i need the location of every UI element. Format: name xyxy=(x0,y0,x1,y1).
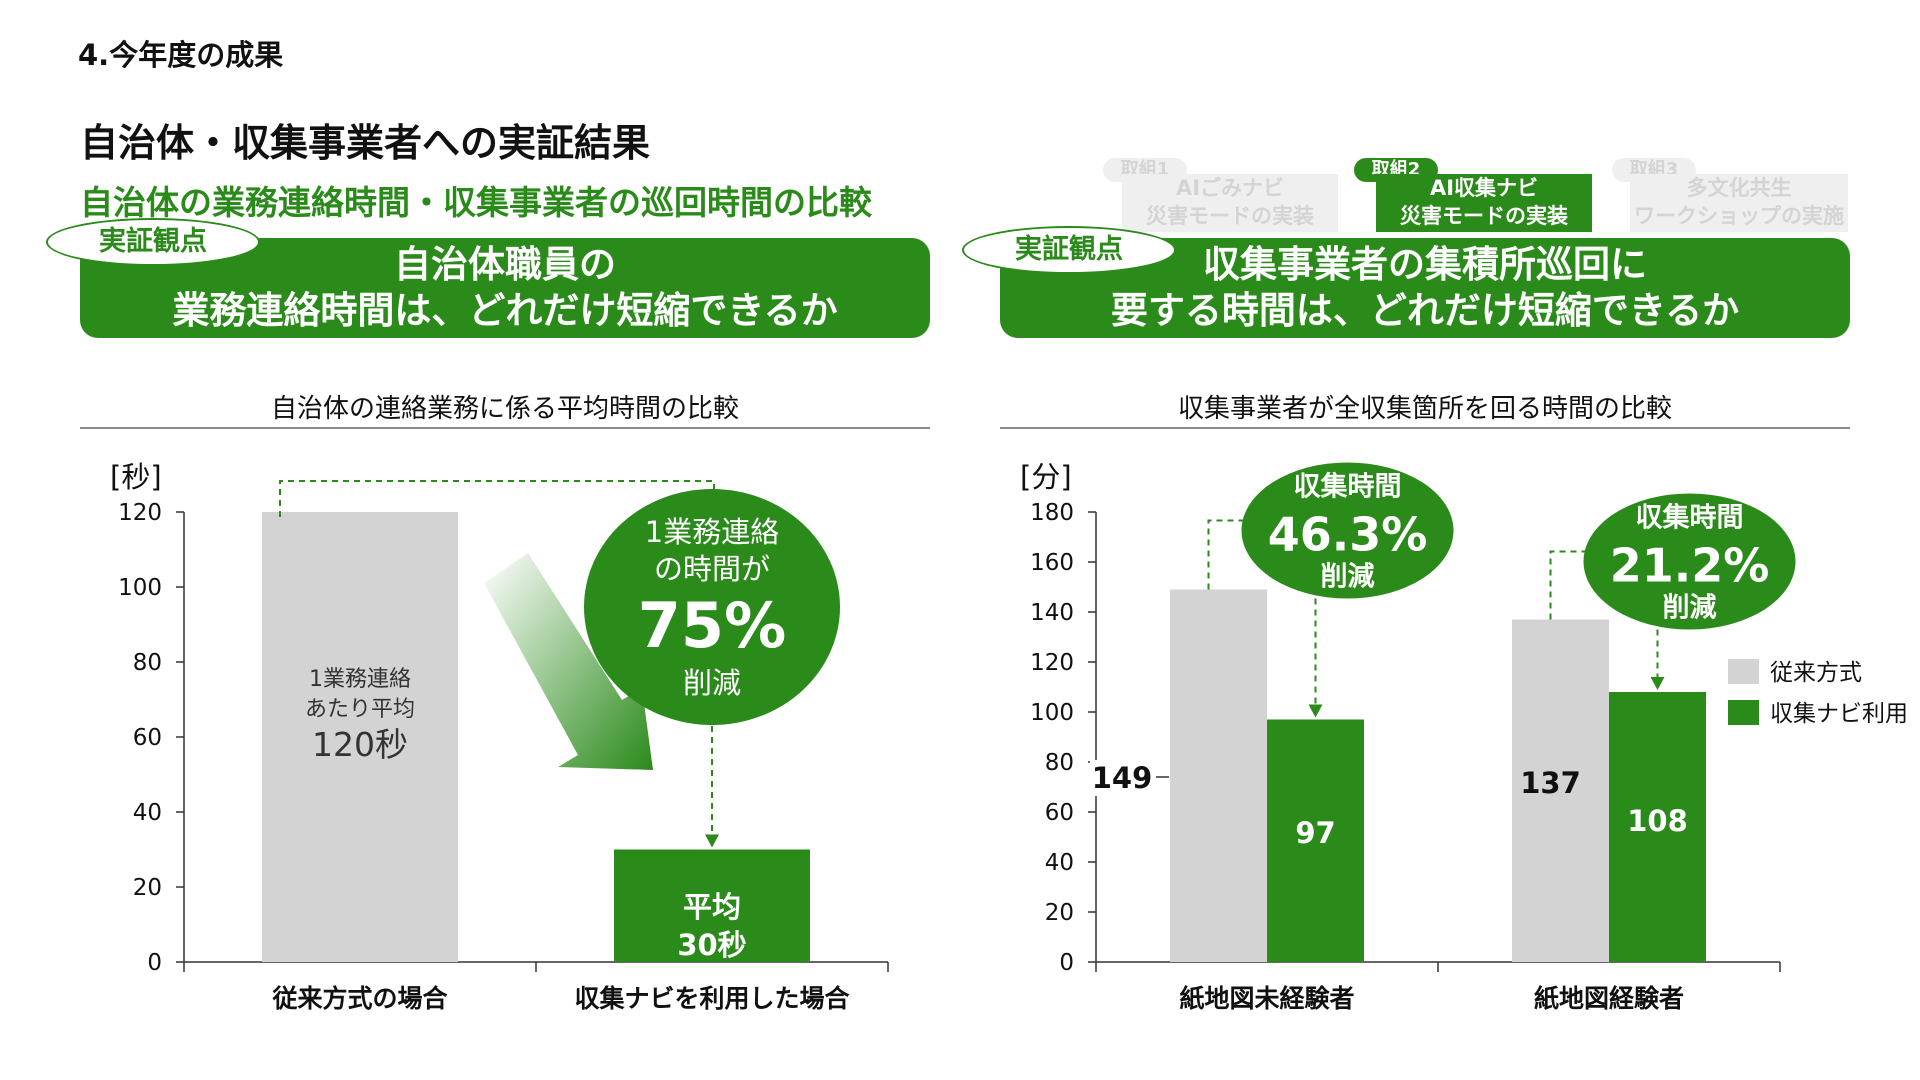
left-bar xyxy=(614,849,810,962)
left-callout-text: 削減 xyxy=(683,666,741,700)
left-bar xyxy=(262,512,458,962)
left-y-tick-label: 20 xyxy=(133,875,162,901)
left-banner-tag: 実証観点 xyxy=(46,218,260,266)
step-1-line1: AIごみナビ xyxy=(1175,176,1285,200)
right-callout-text: 削減 xyxy=(1321,562,1375,593)
page-title: 自治体・収集事業者への実証結果 xyxy=(80,121,651,165)
right-bar-chart: [分] 0 20 40 60 80 100 120 140 160 180 紙地図未経験者 149 97 収… xyxy=(1020,460,1908,1013)
left-callout-pointer-head xyxy=(705,834,719,848)
right-bar-navi xyxy=(1267,719,1364,962)
right-callout-pointer-head xyxy=(1308,704,1323,718)
left-bar-label: 1業務連絡 xyxy=(309,667,411,692)
legend-swatch xyxy=(1728,659,1759,684)
step-1-box: AIごみナビ 災害モードの実装 xyxy=(1122,174,1338,232)
right-callout-text: 削減 xyxy=(1663,593,1717,624)
left-bar-label: 平均 xyxy=(683,890,741,924)
right-chart-title: 収集事業者が全収集箇所を回る時間の比較 xyxy=(1177,394,1672,424)
left-callout-connector xyxy=(279,480,715,517)
right-y-tick-label: 100 xyxy=(1030,700,1074,726)
right-value-label: 108 xyxy=(1627,804,1688,838)
left-bar-chart: [秒] 0 20 40 60 80 100 120 従来方式の場合 収集ナビを利用した場合 1業務連… xyxy=(110,460,889,1013)
left-y-tick-label: 80 xyxy=(133,650,162,676)
decrease-arrow xyxy=(484,553,653,770)
left-bar-label: 30秒 xyxy=(677,928,746,962)
right-bar-conventional xyxy=(1512,619,1609,962)
right-callout-connector xyxy=(1207,519,1244,590)
right-y-tick-label: 0 xyxy=(1059,950,1074,976)
step-1-line2: 災害モードの実装 xyxy=(1146,204,1314,228)
right-callout-text: 収集時間 xyxy=(1294,471,1402,503)
step-2-line2: 災害モードの実装 xyxy=(1400,204,1568,228)
left-callout-circle xyxy=(584,489,840,725)
right-callout-circle xyxy=(1583,493,1796,630)
right-y-tick-label: 180 xyxy=(1030,500,1074,526)
left-chart-rule xyxy=(80,427,930,429)
right-bar-conventional xyxy=(1170,589,1267,962)
left-banner-line1: 自治体職員の xyxy=(394,243,616,286)
page-subtitle: 自治体の業務連絡時間・収集事業者の巡回時間の比較 xyxy=(80,183,872,222)
right-callout-connector xyxy=(1549,550,1586,620)
legend-swatch xyxy=(1728,700,1759,725)
left-bar-label: あたり平均 xyxy=(305,697,415,722)
left-callout-text: の時間が xyxy=(654,552,770,586)
left-callout-text: 1業務連絡 xyxy=(645,515,779,549)
left-banner: 自治体職員の 業務連絡時間は、どれだけ短縮できるか xyxy=(80,238,930,338)
right-chart-rule xyxy=(1000,427,1850,429)
right-value-label: 97 xyxy=(1295,816,1335,850)
right-y-tick-label: 160 xyxy=(1030,550,1074,576)
left-callout-value: 75% xyxy=(638,589,786,662)
right-y-tick-label: 140 xyxy=(1030,600,1074,626)
left-chart-title: 自治体の連絡業務に係る平均時間の比較 xyxy=(270,394,739,424)
right-x-category-label: 紙地図未経験者 xyxy=(1179,984,1354,1013)
left-bar-label: 120秒 xyxy=(312,725,408,764)
right-value-label: 137 xyxy=(1520,766,1581,800)
right-y-tick-label: 20 xyxy=(1045,900,1074,926)
step-3-line1: 多文化共生 xyxy=(1686,176,1792,200)
right-value-label: 149 xyxy=(1092,761,1153,795)
left-y-tick-label: 0 xyxy=(147,950,162,976)
legend-label: 従来方式 xyxy=(1770,660,1862,686)
left-y-unit-label: [秒] xyxy=(110,460,162,494)
left-y-tick-label: 100 xyxy=(118,575,162,601)
right-banner-line1: 収集事業者の集積所巡回に xyxy=(1203,243,1647,286)
right-banner-tag: 実証観点 xyxy=(962,226,1176,274)
step-3-box: 多文化共生 ワークショップの実施 xyxy=(1630,174,1848,232)
left-banner-line2: 業務連絡時間は、どれだけ短縮できるか xyxy=(172,289,838,332)
left-y-tick-label: 120 xyxy=(118,500,162,526)
right-bar-navi xyxy=(1609,692,1706,962)
right-callout-text: 収集時間 xyxy=(1636,502,1744,534)
left-y-tick-label: 60 xyxy=(133,725,162,751)
section-label: 4.今年度の成果 xyxy=(78,38,284,72)
right-y-tick-label: 60 xyxy=(1045,800,1074,826)
right-callout-value: 46.3% xyxy=(1268,508,1428,562)
right-value-label-bg xyxy=(1090,760,1154,796)
step-2-box: AI収集ナビ 災害モードの実装 xyxy=(1376,174,1592,232)
right-banner-line2: 要する時間は、どれだけ短縮できるか xyxy=(1110,289,1740,332)
right-y-tick-label: 120 xyxy=(1030,650,1074,676)
legend-label: 収集ナビ利用 xyxy=(1770,701,1908,727)
right-callout-pointer-head xyxy=(1650,677,1665,690)
right-banner: 収集事業者の集積所巡回に 要する時間は、どれだけ短縮できるか xyxy=(1000,238,1850,338)
right-y-tick-label: 80 xyxy=(1045,750,1074,776)
right-callout-circle xyxy=(1241,462,1454,599)
right-y-unit-label: [分] xyxy=(1020,460,1072,494)
right-y-tick-label: 40 xyxy=(1045,850,1074,876)
left-y-tick-label: 40 xyxy=(133,800,162,826)
step-3-line2: ワークショップの実施 xyxy=(1634,204,1844,228)
left-x-category-label: 従来方式の場合 xyxy=(271,984,448,1013)
right-callout-value: 21.2% xyxy=(1610,539,1770,593)
step-2-line1: AI収集ナビ xyxy=(1429,176,1539,200)
right-x-category-label: 紙地図経験者 xyxy=(1534,984,1684,1013)
left-x-category-label: 収集ナビを利用した場合 xyxy=(574,984,850,1013)
